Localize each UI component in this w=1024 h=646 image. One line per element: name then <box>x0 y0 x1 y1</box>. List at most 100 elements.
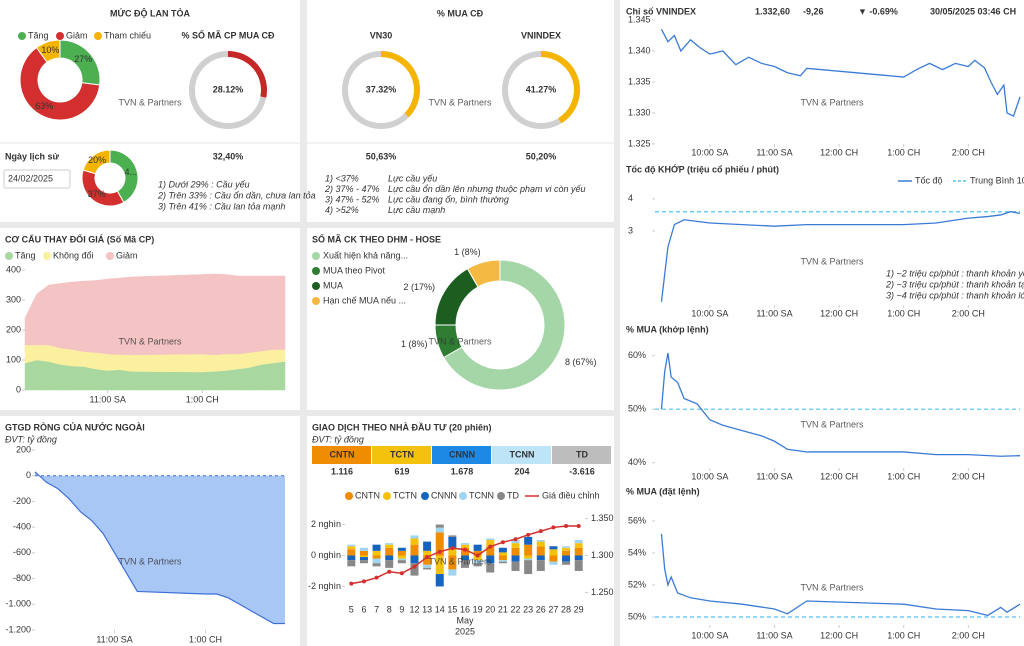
note-text: Lực cầu yếu <box>388 173 437 183</box>
legend-label: TCTN <box>393 490 417 500</box>
gauge-value: 37.32% <box>366 84 397 94</box>
y-tick-label: 200 <box>16 444 31 454</box>
legend-dot <box>5 252 13 260</box>
bar-segment <box>574 547 583 556</box>
bar-segment <box>410 538 419 545</box>
bar-segment <box>448 547 457 556</box>
x-tick-label: 29 <box>574 604 584 614</box>
legend-label: TCNN <box>469 490 494 500</box>
legend-dot <box>94 32 102 40</box>
bar-segment <box>511 540 520 544</box>
x-tick-label: 11:00 SA <box>90 394 126 404</box>
bar-segment <box>574 555 583 561</box>
y-tick-label: 1.325 <box>628 138 651 148</box>
price-dot <box>361 579 366 584</box>
bar-segment <box>372 544 381 551</box>
bar-segment <box>385 544 394 548</box>
bar-segment <box>574 543 583 548</box>
y-tick-label: 400 <box>6 264 21 274</box>
slice-label: 4... <box>125 167 138 177</box>
bar-segment <box>385 543 394 545</box>
note-range: 4) >52% <box>325 205 359 215</box>
bar-segment <box>448 555 457 570</box>
chart-title: Ngày lịch sử <box>5 151 60 161</box>
watermark: TVN & Partners <box>800 256 864 266</box>
bar-segment <box>435 555 444 575</box>
header-text: TCNN <box>510 449 535 459</box>
header-text: CNNN <box>449 449 475 459</box>
x-tick-label: 23 <box>523 604 533 614</box>
price-dot <box>526 532 531 537</box>
gauge-value: 41.27% <box>526 84 557 94</box>
bar-segment <box>359 550 368 556</box>
bar-segment <box>536 560 545 571</box>
bar-segment <box>524 555 533 559</box>
y2-tick-label: 1.300 <box>591 550 614 560</box>
bar-segment <box>423 550 432 556</box>
watermark: TVN & Partners <box>800 97 864 107</box>
note: 1) Dưới 29% : Cầu yếu <box>158 179 250 189</box>
price-dot <box>399 571 404 576</box>
bar-segment <box>461 560 469 568</box>
bar-segment <box>448 536 457 548</box>
bar-segment <box>461 543 469 545</box>
bar-segment <box>347 549 356 556</box>
price-dot <box>576 523 581 528</box>
y-tick-label: 4 <box>628 193 633 203</box>
historic-value: 50,20% <box>526 151 557 161</box>
x-tick-label: 10:00 SA <box>691 630 728 640</box>
cell-value: 204 <box>514 466 529 476</box>
price-dot <box>450 546 455 551</box>
x-tick-label: 1:00 CH <box>887 308 920 318</box>
price-dot <box>463 547 467 552</box>
chart-subtitle: ĐVT: tỷ đồng <box>312 434 364 444</box>
price-dot <box>437 549 442 554</box>
index-price: 1.332,60 <box>755 6 790 16</box>
price-dot <box>425 554 430 559</box>
y-tick-label: 54% <box>628 547 646 557</box>
legend-label: Tăng <box>15 250 36 260</box>
bar-segment <box>347 555 356 561</box>
cell-value: 1.678 <box>451 466 474 476</box>
area <box>24 273 286 356</box>
watermark: TVN & Partners <box>428 97 492 107</box>
slice-label: 1 (8%) <box>401 339 428 349</box>
chart-title: % MUA (khớp lệnh) <box>626 324 709 334</box>
x-tick-label: 8 <box>387 604 392 614</box>
header-text: TD <box>576 449 588 459</box>
legend-label: Giá điều chỉnh <box>542 490 600 500</box>
legend-label: Xuất hiện khả năng... <box>323 250 408 260</box>
x-tick-label: 12:00 CH <box>820 630 858 640</box>
y-tick-label: -400 <box>13 522 31 532</box>
x-tick-label: 12:00 CH <box>820 147 858 157</box>
bar-segment <box>435 527 444 533</box>
line <box>660 352 1021 457</box>
x-tick-label: 11:00 SA <box>96 634 132 644</box>
x-axis-label: 2025 <box>455 626 475 636</box>
bar-segment <box>473 563 482 567</box>
x-tick-label: 1:00 CH <box>887 630 920 640</box>
bar-segment <box>372 563 381 567</box>
bar-segment <box>397 547 406 551</box>
y-tick-label: -2 nghìn <box>308 581 341 591</box>
bar-segment <box>410 535 419 539</box>
bar-segment <box>423 567 432 570</box>
bar-segment <box>473 555 482 561</box>
chart-title: GTGD RÒNG CỦA NƯỚC NGOÀI <box>5 421 145 432</box>
y-tick-label: 2 nghìn <box>311 519 341 529</box>
bar-segment <box>423 541 432 551</box>
price-dot <box>488 544 493 549</box>
x-tick-label: 16 <box>460 604 470 614</box>
legend-label: Giảm <box>116 250 138 260</box>
x-tick-label: 6 <box>361 604 366 614</box>
note: 3) Trên 41% : Cầu lan tỏa mạnh <box>158 201 285 211</box>
bar-segment <box>410 563 419 576</box>
bar-segment <box>359 555 368 558</box>
x-tick-label: 2:00 CH <box>952 471 985 481</box>
legend-dot <box>312 282 320 290</box>
price-dot <box>500 540 505 545</box>
legend-dot <box>312 267 320 275</box>
area-fill <box>35 471 285 624</box>
bar-segment <box>511 543 520 548</box>
